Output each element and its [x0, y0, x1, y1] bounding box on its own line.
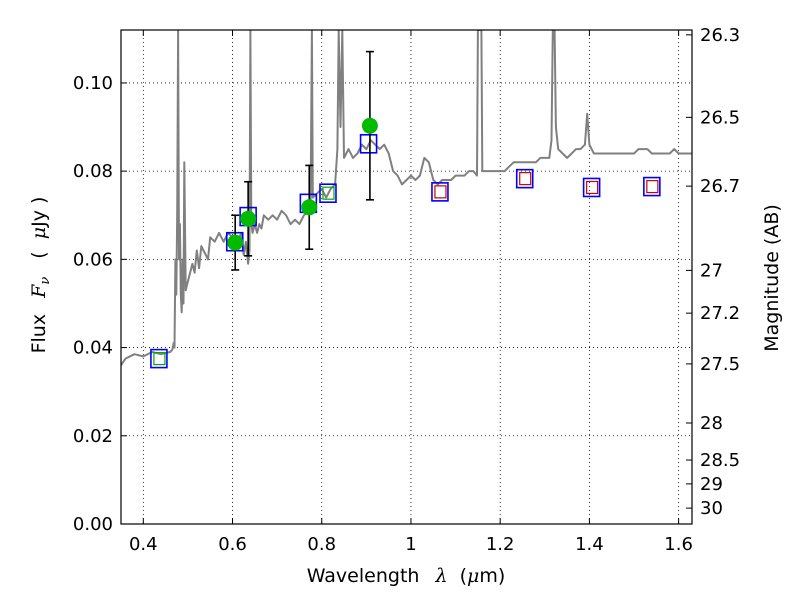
model-photometry-square	[582, 177, 601, 198]
grid	[121, 30, 692, 525]
spectrum-layer	[121, 30, 692, 366]
model-photometry-square	[359, 133, 378, 154]
y-tick-label: 0.00	[73, 514, 113, 535]
filter-square	[153, 351, 166, 366]
y-axis-unit-suffix: Jy )	[28, 197, 50, 228]
y-tick-label: 0.04	[73, 338, 113, 359]
y2-tick-label: 30	[700, 498, 723, 519]
x-tick-label: 0.8	[307, 534, 336, 555]
y-axis-symbol: F	[28, 284, 50, 299]
x-axis-symbol: λ	[434, 565, 447, 587]
y-axis-unit-prefix: (	[28, 251, 50, 258]
filter-square	[434, 185, 447, 199]
y-axis-title: Flux Fν ( μJy )	[28, 197, 54, 354]
observed-flux-point	[301, 199, 318, 216]
x-axis-label: Wavelength	[307, 565, 420, 587]
observed-flux-point	[227, 234, 244, 251]
y2-tick-label: 27.5	[700, 354, 740, 375]
x-tick-label: 1.6	[664, 534, 693, 555]
x-tick-label: 1.4	[575, 534, 604, 555]
y-tick-label: 0.06	[73, 249, 113, 270]
y2-tick-label: 26.3	[700, 25, 740, 46]
y-axis-symbol-sub: ν	[38, 277, 53, 285]
y-tick-label: 0.10	[73, 73, 113, 94]
y-axis-unit-mu: μ	[28, 227, 50, 239]
filter-square	[519, 172, 532, 186]
x-axis-unit-suffix: m)	[479, 565, 505, 587]
filter-square	[586, 180, 599, 195]
y2-tick-label: 26.5	[700, 107, 740, 128]
ticks: 0.4 0.6 0.8 1 1.2 1.4 1.6 0.00 0.02 0.04 0.06 0.08 0…	[73, 25, 740, 555]
x-tick-label: 1	[405, 534, 416, 555]
observed-flux-point	[361, 117, 378, 134]
y2-tick-label: 27	[700, 260, 723, 281]
model-photometry-square	[150, 348, 168, 369]
x-tick-label: 0.6	[218, 534, 247, 555]
x-axis-unit-prefix: (	[460, 565, 467, 587]
model-photometry-square	[319, 183, 337, 203]
x-axis-title: Wavelength λ (μm)	[307, 565, 506, 587]
plot-frame	[120, 29, 693, 525]
y2-tick-label: 27.2	[700, 303, 740, 324]
filter-square	[322, 186, 335, 200]
y2-axis-title: Magnitude (AB)	[761, 204, 783, 352]
model-photometry-square	[431, 182, 449, 202]
y-tick-label: 0.02	[73, 426, 113, 447]
model-photometry-square	[515, 168, 534, 189]
x-tick-label: 1.2	[486, 534, 515, 555]
y2-tick-label: 29	[700, 474, 723, 495]
x-axis-unit-mu: μ	[467, 565, 479, 587]
marker-layer	[150, 50, 661, 369]
filter-square	[646, 179, 659, 194]
spectrum-line	[121, 30, 692, 366]
y2-tick-label: 28	[700, 413, 723, 434]
y-axis-label: Flux	[28, 314, 50, 354]
model-photometry-square	[643, 176, 661, 197]
observed-flux-point	[240, 210, 257, 227]
y-tick-label: 0.08	[73, 161, 113, 182]
x-tick-label: 0.4	[129, 534, 158, 555]
y2-tick-label: 26.7	[700, 176, 740, 197]
y2-tick-label: 28.5	[700, 450, 740, 471]
